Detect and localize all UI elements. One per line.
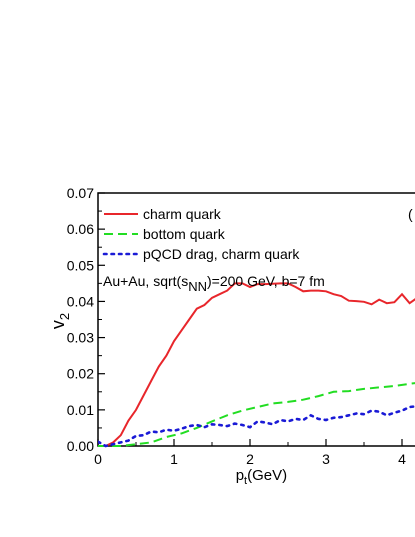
x-tick-label: 2 — [246, 451, 254, 467]
y-axis-label: v2 — [48, 313, 72, 329]
y-tick-label: 0.00 — [67, 438, 94, 454]
legend-label-2: bottom quark — [143, 226, 226, 242]
collision-annotation: Au+Au, sqrt(sNN)=200 GeV, b=7 fm — [103, 273, 325, 294]
legend-label-3: pQCD drag, charm quark — [143, 246, 300, 262]
y-tick-label: 0.07 — [67, 185, 94, 201]
legend-label-1: charm quark — [143, 206, 222, 222]
x-tick-label: 4 — [398, 451, 406, 467]
tick-labels: 0 1 2 3 4 0.00 0.01 0.02 0.03 0.04 0.05 0.06 0.07 — [67, 185, 406, 467]
x-tick-label: 0 — [94, 451, 102, 467]
series-line-2 — [98, 382, 415, 447]
x-tick-label: 1 — [170, 451, 178, 467]
x-tick-label: 3 — [322, 451, 330, 467]
y-tick-label: 0.06 — [67, 221, 94, 237]
y-tick-label: 0.05 — [67, 257, 94, 273]
panel-mark: ( — [408, 206, 413, 222]
y-tick-label: 0.01 — [67, 402, 94, 418]
legend: charm quark bottom quark pQCD drag, charm … — [102, 206, 300, 262]
y-tick-label: 0.03 — [67, 330, 94, 346]
series-group — [98, 282, 415, 448]
series-line-3 — [98, 405, 415, 448]
y-tick-label: 0.02 — [67, 366, 94, 382]
series-line-1 — [105, 282, 415, 447]
x-axis-label: pt(GeV) — [236, 467, 287, 487]
y-tick-label: 0.04 — [67, 293, 94, 309]
